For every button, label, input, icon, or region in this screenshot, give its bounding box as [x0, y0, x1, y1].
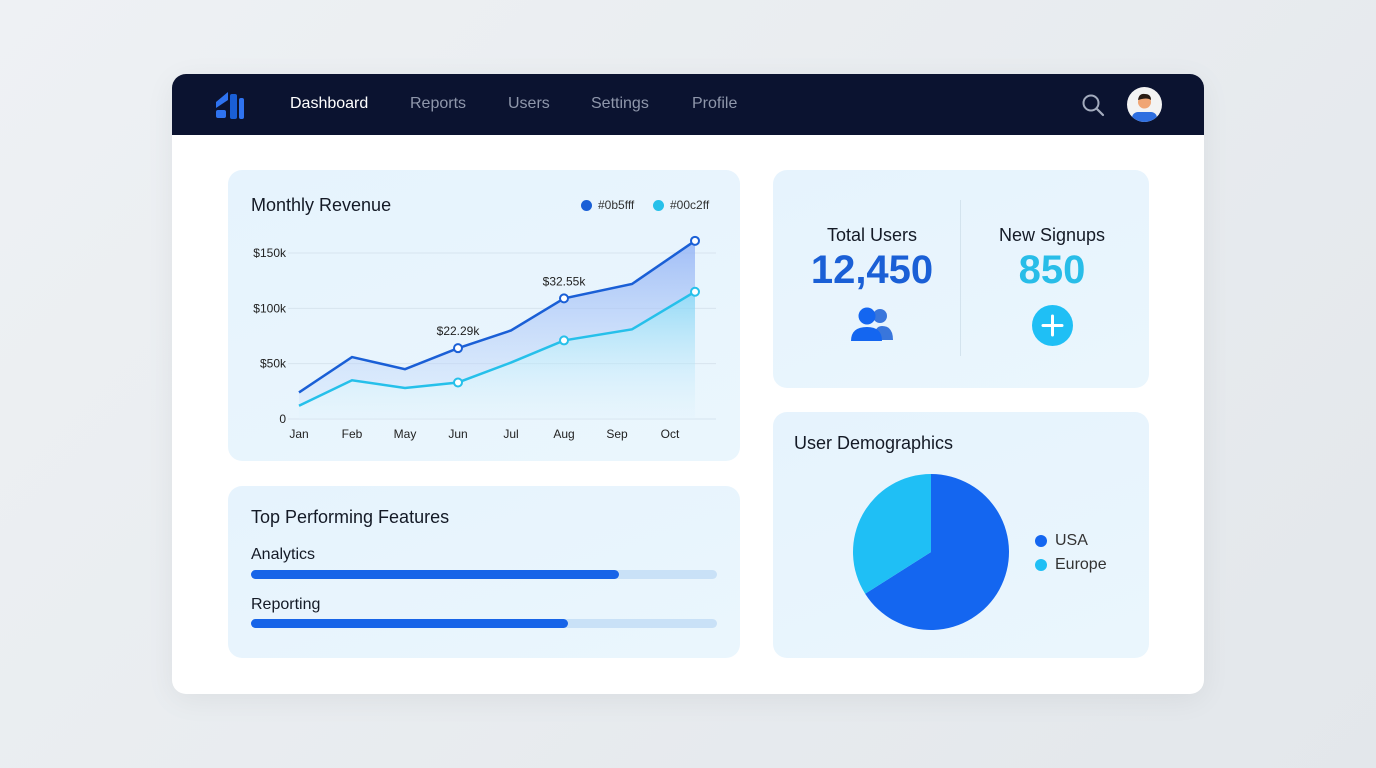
nav-users[interactable]: Users: [508, 95, 550, 112]
features-title: Top Performing Features: [251, 507, 450, 527]
data-point: [453, 377, 463, 388]
feature-progress-reporting: [251, 619, 717, 628]
y-tick-label: $50k: [260, 357, 287, 371]
data-point: [690, 286, 700, 297]
y-tick-label: $150k: [253, 246, 287, 260]
demographics-card: User Demographics USA Europe: [773, 412, 1149, 658]
users-icon: [851, 307, 893, 341]
legend-series-1: #0b5fff: [581, 198, 634, 212]
data-point: [559, 335, 569, 346]
series-line-2: [298, 290, 696, 407]
area-between: [299, 240, 695, 406]
total-users-label: Total Users: [826, 225, 918, 245]
legend-usa: USA: [1035, 532, 1088, 550]
divider: [960, 200, 961, 356]
x-tick-label: Sep: [606, 427, 628, 441]
signups-label: New Signups: [998, 225, 1106, 245]
legend-series-2: #00c2ff: [653, 198, 709, 212]
data-label: $22.29k: [437, 324, 481, 338]
feature-label: Analytics: [251, 546, 316, 563]
pie-slice-europe: [853, 474, 931, 594]
x-tick-label: Jun: [448, 427, 467, 441]
nav-settings[interactable]: Settings: [591, 95, 649, 112]
y-tick-label: $100k: [253, 301, 287, 315]
data-point: [453, 343, 463, 354]
x-tick-label: Oct: [661, 427, 680, 441]
demographics-title: User Demographics: [794, 433, 954, 453]
x-tick-label: Jan: [289, 427, 308, 441]
legend-europe: Europe: [1035, 556, 1107, 574]
logo-icon[interactable]: [212, 88, 246, 122]
pie-chart: [853, 474, 1009, 630]
signups-value: 850: [1018, 248, 1086, 292]
x-tick-label: Feb: [342, 427, 363, 441]
nav-reports[interactable]: Reports: [410, 95, 467, 112]
features-card: Top Performing Features Analytics Report…: [228, 486, 740, 658]
nav-dashboard[interactable]: Dashboard: [290, 95, 369, 112]
legend-label: USA: [1055, 532, 1088, 549]
top-nav: Dashboard Reports Users Settings Profile: [172, 74, 1204, 135]
revenue-card: Monthly Revenue #0b5fff #00c2ff 0 $50k $10…: [228, 170, 740, 461]
legend-label: #00c2ff: [670, 198, 710, 212]
feature-progress-analytics: [251, 570, 717, 579]
series-line-1: [298, 239, 696, 394]
revenue-chart: 0 $50k $100k $150k Jan Feb May Jun Jul Aug Sep Oct $…: [253, 235, 716, 441]
revenue-title: Monthly Revenue: [251, 195, 392, 215]
legend-label: Europe: [1055, 556, 1107, 573]
avatar[interactable]: [1127, 87, 1162, 122]
y-tick-label: 0: [279, 412, 286, 426]
pie-slice-usa: [865, 474, 1009, 630]
x-tick-label: May: [394, 427, 417, 441]
data-point: [690, 235, 700, 246]
search-icon[interactable]: [1080, 92, 1106, 118]
progress-fill: [251, 570, 620, 579]
feature-label: Reporting: [251, 596, 321, 613]
legend-label: #0b5fff: [598, 198, 635, 212]
nav-profile[interactable]: Profile: [692, 95, 738, 112]
x-tick-label: Aug: [553, 427, 574, 441]
stats-card: Total Users 12,450 New Signups 850: [773, 170, 1149, 388]
total-users-value: 12,450: [810, 248, 934, 292]
data-label: $32.55k: [543, 274, 587, 288]
x-tick-label: Jul: [503, 427, 518, 441]
add-icon[interactable]: [1032, 305, 1073, 346]
progress-fill: [251, 619, 568, 628]
data-point: [559, 293, 569, 304]
